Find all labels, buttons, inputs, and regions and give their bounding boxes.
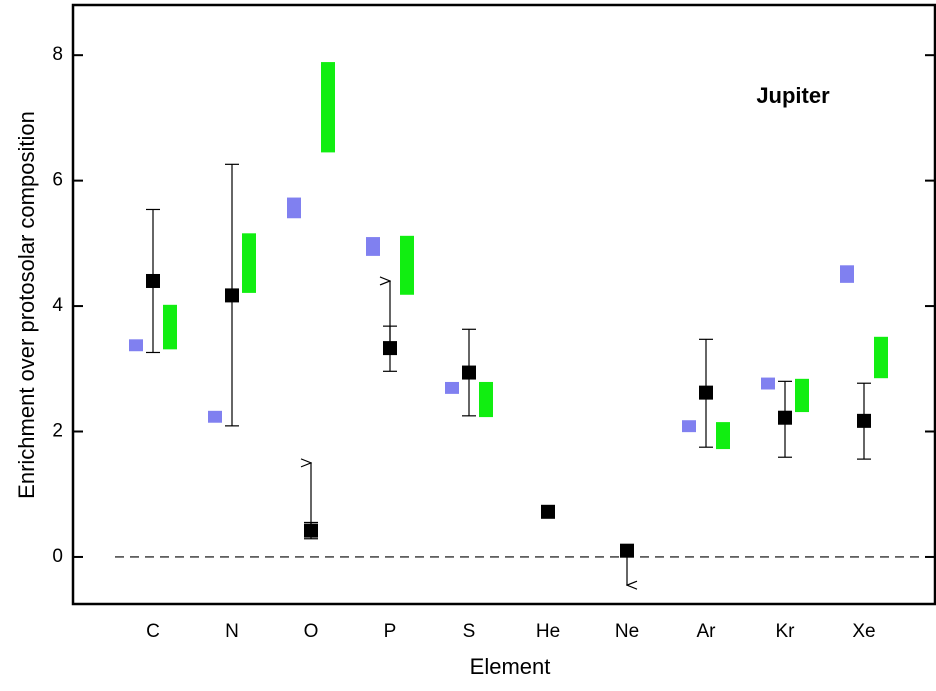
range-bar xyxy=(479,381,493,418)
range-bar xyxy=(366,237,380,256)
range-bar xyxy=(445,381,459,394)
x-tick-label: Kr xyxy=(776,621,796,642)
data-point xyxy=(857,413,871,428)
range-bar xyxy=(321,62,335,153)
data-point xyxy=(225,288,239,303)
range-bar xyxy=(840,265,854,283)
y-tick-label: 8 xyxy=(52,44,63,65)
x-axis-label: Element xyxy=(470,654,551,679)
range-bar xyxy=(716,422,730,450)
x-tick-label: S xyxy=(463,621,476,642)
data-point xyxy=(620,543,634,558)
range-bar xyxy=(761,377,775,390)
range-bar xyxy=(400,235,414,295)
x-tick-label: Xe xyxy=(852,621,875,642)
data-point xyxy=(541,504,555,519)
x-tick-label: C xyxy=(146,621,160,642)
data-point xyxy=(778,410,792,425)
y-tick-label: 4 xyxy=(52,295,63,316)
plot-frame xyxy=(71,3,936,606)
data-point xyxy=(462,365,476,380)
range-bar xyxy=(163,304,177,350)
x-tick-label: N xyxy=(225,621,239,642)
y-tick-label: 0 xyxy=(52,546,63,567)
x-tick-label: Ne xyxy=(615,621,639,642)
y-tick-label: 2 xyxy=(52,421,63,442)
x-tick-label: O xyxy=(304,621,319,642)
chart-title: Jupiter xyxy=(756,83,830,108)
data-point xyxy=(383,341,397,356)
range-bar xyxy=(129,339,143,352)
range-bar xyxy=(208,410,222,423)
range-bar xyxy=(874,336,888,379)
x-tick-label: Ar xyxy=(697,621,717,642)
y-tick-label: 6 xyxy=(52,170,63,191)
y-axis-label: Enrichment over protosolar composition xyxy=(14,111,39,499)
data-point xyxy=(146,273,160,288)
range-bar xyxy=(287,197,301,219)
x-tick-label: P xyxy=(384,621,397,642)
range-bar xyxy=(795,378,809,413)
data-point xyxy=(304,523,318,538)
x-tick-label: He xyxy=(536,621,560,642)
data-point xyxy=(699,385,713,400)
range-bar xyxy=(242,233,256,293)
range-bar xyxy=(682,420,696,433)
